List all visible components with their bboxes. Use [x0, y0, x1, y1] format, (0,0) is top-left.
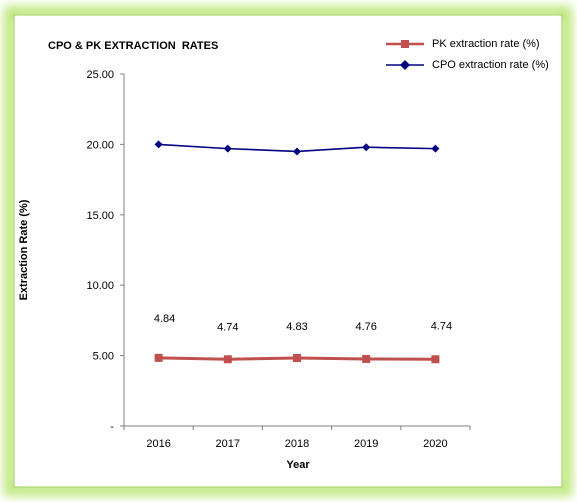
y-tick-label: - [110, 421, 114, 433]
y-tick-label: 5.00 [93, 351, 114, 363]
pk-point-marker [431, 355, 440, 364]
x-tick-label: 2019 [354, 438, 378, 450]
x-tick-label: 2018 [285, 438, 309, 450]
pk-data-label: 4.74 [217, 321, 238, 333]
legend-marker-pk [386, 39, 424, 48]
cpo-point-marker [223, 144, 232, 153]
pk-point-marker [223, 355, 232, 364]
y-tick-label: 10.00 [86, 280, 114, 292]
chart-title: CPO & PK EXTRACTION RATES [48, 40, 219, 52]
pk-point-marker [293, 353, 301, 362]
x-tick-label: 2020 [423, 438, 447, 450]
y-axis-label: Extraction Rate (%) [18, 199, 30, 301]
y-tick-label: 25.00 [86, 69, 114, 81]
legend-item-cpo: CPO extraction rate (%) [384, 54, 549, 75]
x-tick-label: 2016 [146, 438, 170, 450]
pk-data-label: 4.74 [431, 320, 452, 332]
cpo-point-marker [431, 144, 440, 153]
cpo-point-marker [293, 147, 301, 156]
cpo-point-marker [362, 143, 371, 152]
x-axis-label: Year [286, 459, 310, 471]
pk-data-label: 4.83 [286, 321, 307, 333]
pk-point-marker [154, 353, 163, 362]
pk-point-marker [362, 354, 371, 363]
y-tick-label: 20.00 [86, 139, 114, 151]
legend-marker-cpo [386, 59, 424, 70]
legend: PK extraction rate (%) CPO extraction ra… [384, 33, 549, 75]
y-tick-label: 15.00 [86, 210, 114, 222]
legend-label-cpo: CPO extraction rate (%) [432, 58, 549, 71]
legend-label-pk: PK extraction rate (%) [432, 37, 540, 50]
pk-data-label: 4.76 [355, 321, 376, 333]
pk-data-label: 4.84 [154, 313, 175, 325]
legend-item-pk: PK extraction rate (%) [384, 33, 549, 54]
cpo-point-marker [154, 140, 163, 149]
x-tick-label: 2017 [216, 438, 240, 450]
